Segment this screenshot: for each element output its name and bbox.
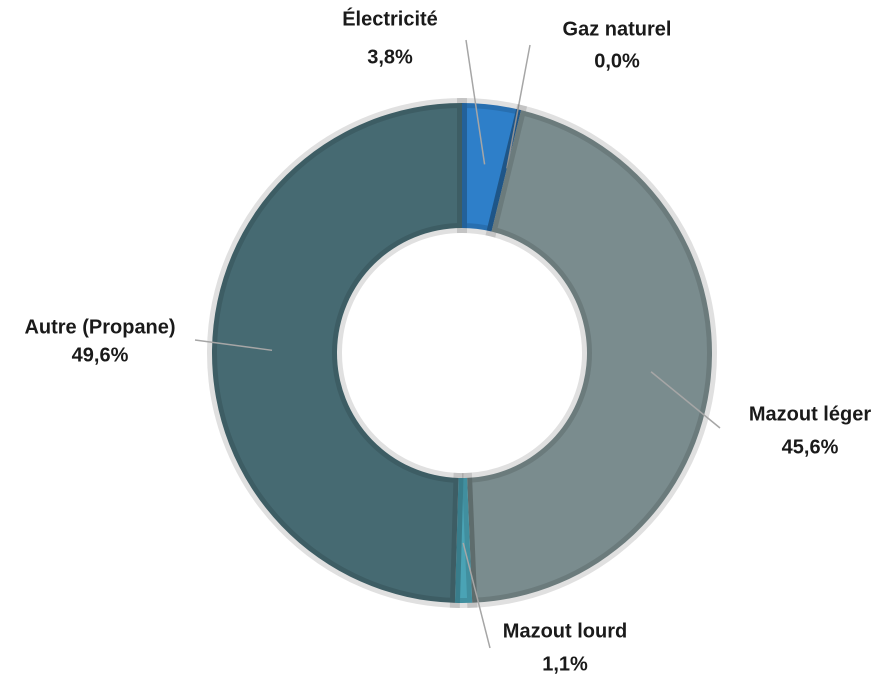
leader-line [194,339,273,352]
leader-line [506,44,531,169]
donut-slice [449,472,478,608]
category-label: Mazout lourd [503,620,627,642]
category-label: Gaz naturel [563,18,672,40]
category-label: Mazout léger [749,403,871,425]
value-label: 0,0% [594,50,640,72]
value-label: 1,1% [542,653,588,675]
value-label: 45,6% [782,436,839,458]
value-label: 49,6% [72,344,129,366]
donut-slice [457,97,528,238]
donut-slice [207,97,467,609]
leader-line [465,39,486,165]
value-label: 3,8% [367,46,413,68]
category-label: Autre (Propane) [24,316,175,338]
category-label: Électricité [342,7,438,30]
donut-slice [461,104,717,608]
leader-line [650,371,721,429]
leader-line [462,542,491,649]
